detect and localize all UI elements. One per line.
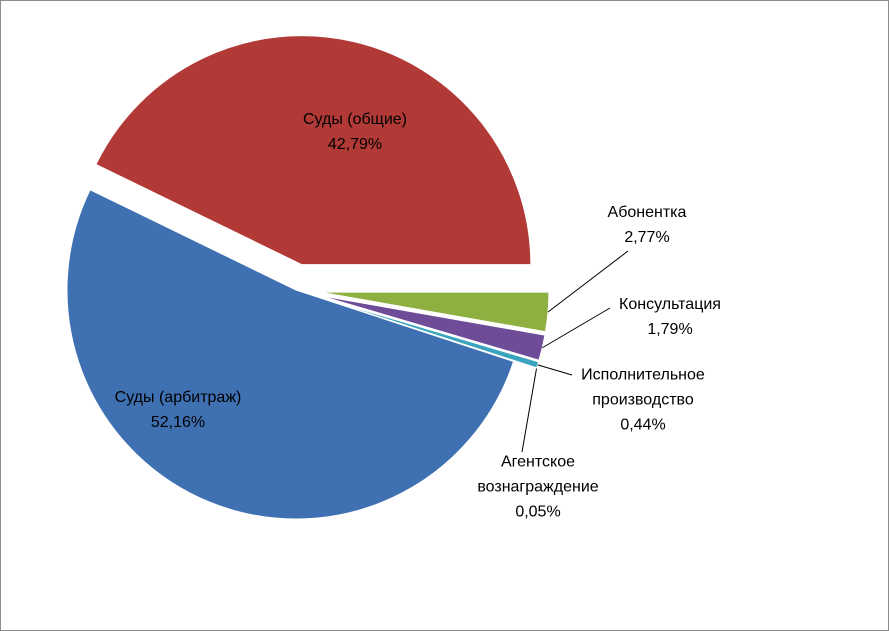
leader-line — [521, 368, 537, 453]
pie-slice — [66, 189, 515, 520]
data-label: Агентское вознаграждение 0,05% — [458, 450, 618, 525]
data-label: Суды (арбитраж) 52,16% — [88, 385, 268, 435]
data-label: Суды (общие) 42,79% — [275, 107, 435, 157]
pie-slice — [95, 35, 532, 266]
pie-slice — [319, 294, 546, 361]
data-label: Исполнительное производство 0,44% — [558, 363, 728, 438]
category-label: Суды (общие) — [302, 111, 408, 128]
value-label: 1,79% — [647, 321, 693, 338]
value-label: 0,44% — [620, 416, 666, 434]
value-label: 2,77% — [624, 229, 670, 246]
leader-line — [537, 364, 573, 376]
value-label: 42,79% — [327, 136, 383, 153]
category-label: Абонентка — [607, 204, 687, 221]
category-label: Консультация — [619, 296, 721, 313]
leader-line — [547, 250, 629, 313]
value-label: 0,05% — [515, 503, 561, 521]
category-label: Агентское вознаграждение — [477, 453, 599, 496]
data-label: Абонентка 2,77% — [587, 200, 707, 250]
value-label: 52,16% — [150, 414, 206, 431]
leader-line — [542, 307, 611, 349]
category-label: Исполнительное производство — [581, 366, 705, 409]
data-label: Консультация 1,79% — [600, 292, 740, 342]
category-label: Суды (арбитраж) — [114, 389, 242, 406]
